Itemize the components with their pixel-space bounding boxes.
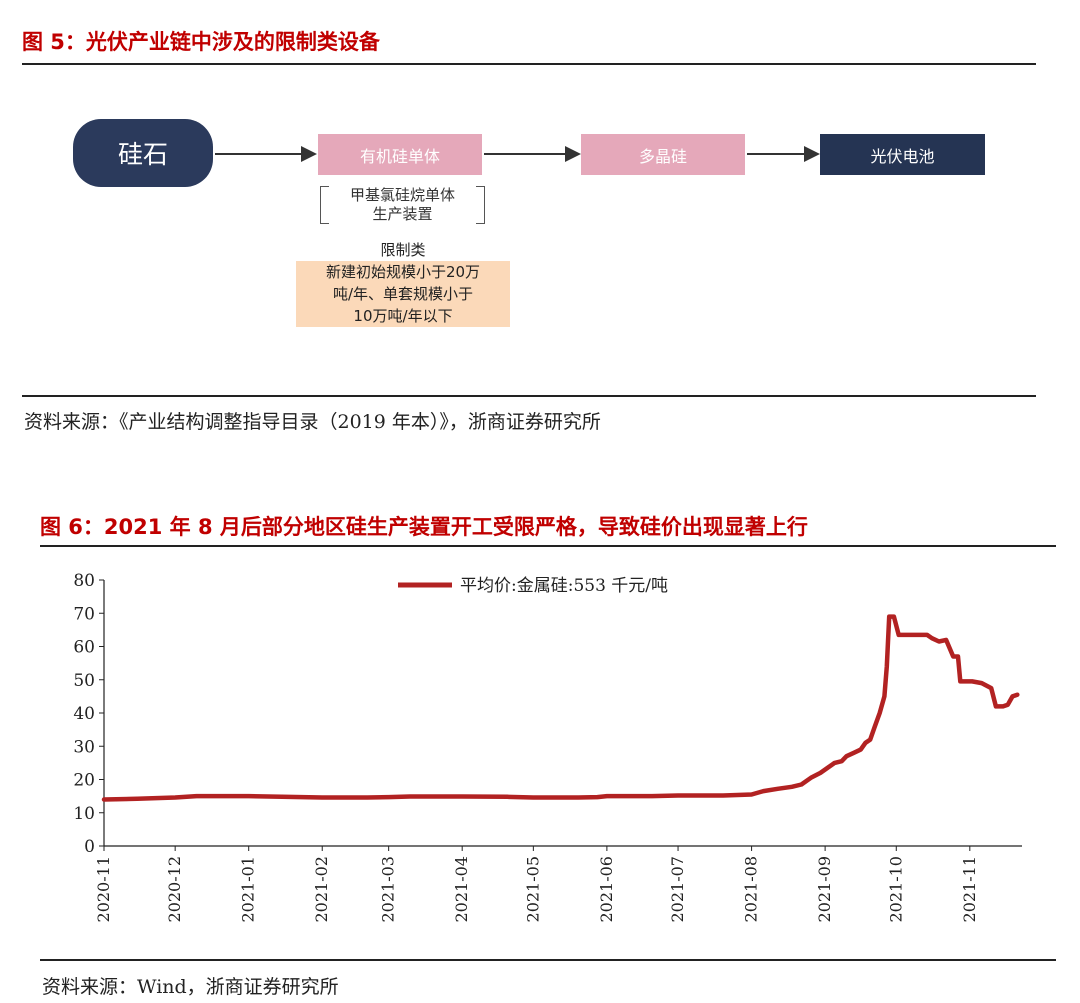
- restriction-box: 限制类 新建初始规模小于20万 吨/年、单套规模小于 10万吨/年以下: [296, 239, 510, 337]
- y-tick-label: 20: [73, 771, 95, 791]
- figure-5-title: 图 5：光伏产业链中涉及的限制类设备: [22, 30, 380, 54]
- restriction-line: 10万吨/年以下: [353, 307, 453, 325]
- y-tick-label: 10: [73, 804, 95, 824]
- flow-arrow: [484, 146, 581, 162]
- source-rule: [40, 959, 1056, 961]
- figure-6-source: 资料来源：Wind，浙商证券研究所: [42, 976, 339, 998]
- flow-arrow: [747, 146, 820, 162]
- source-rule: [22, 395, 1036, 397]
- x-tick-label: 2021-01: [239, 856, 258, 922]
- flow-arrow: [215, 146, 317, 162]
- x-tick-label: 2020-12: [165, 856, 184, 922]
- node-silica-stone: 硅石: [73, 119, 213, 187]
- bracket-line: 生产装置: [372, 205, 433, 223]
- restriction-line: 吨/年、单套规模小于: [332, 285, 474, 303]
- x-tick-label: 2021-09: [815, 856, 834, 922]
- restriction-line: 新建初始规模小于20万: [325, 263, 481, 281]
- x-tick-label: 2021-10: [886, 856, 905, 922]
- x-tick-label: 2021-05: [523, 856, 542, 922]
- y-tick-label: 0: [84, 837, 95, 857]
- monomer-equipment-bracket: 甲基氯硅烷单体 生产装置: [320, 186, 485, 224]
- y-tick-label: 30: [73, 737, 95, 757]
- restriction-heading: 限制类: [380, 241, 426, 259]
- y-tick-label: 40: [73, 704, 95, 724]
- title-rule: [40, 545, 1056, 547]
- x-tick-label: 2021-06: [597, 856, 616, 922]
- x-tick-label: 2021-11: [960, 856, 979, 922]
- x-tick-label: 2020-11: [94, 856, 113, 922]
- node-polysilicon: 多晶硅: [581, 134, 745, 175]
- x-tick-label: 2021-02: [312, 856, 331, 922]
- figure-6-title: 图 6：2021 年 8 月后部分地区硅生产装置开工受限严格，导致硅价出现显著上…: [40, 515, 808, 539]
- legend-label: 平均价:金属硅:553 千元/吨: [460, 576, 668, 596]
- x-tick-label: 2021-07: [668, 856, 687, 922]
- restriction-body: 新建初始规模小于20万 吨/年、单套规模小于 10万吨/年以下: [296, 261, 510, 327]
- x-tick-label: 2021-04: [452, 856, 471, 922]
- y-tick-label: 80: [73, 571, 95, 591]
- series-line: [101, 614, 1020, 802]
- bracket-line: 甲基氯硅烷单体: [349, 186, 455, 204]
- title-rule: [22, 63, 1036, 65]
- y-tick-label: 70: [73, 604, 95, 624]
- node-pv-cell: 光伏电池: [820, 134, 985, 175]
- figure-5-source: 资料来源：《产业结构调整指导目录（2019 年本）》，浙商证券研究所: [24, 411, 601, 433]
- y-tick-label: 50: [73, 671, 95, 691]
- y-tick-label: 60: [73, 638, 95, 658]
- node-organic-silicon-monomer: 有机硅单体: [318, 134, 482, 175]
- x-tick-label: 2021-08: [742, 856, 761, 922]
- x-tick-label: 2021-03: [379, 856, 398, 922]
